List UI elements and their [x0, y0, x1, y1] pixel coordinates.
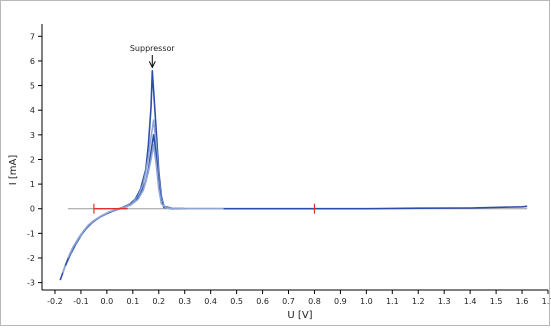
annotation-arrow-head: [148, 61, 156, 69]
y-tick-label: 6: [30, 57, 35, 66]
x-tick-label: -0.1: [73, 297, 89, 306]
x-tick-label: 0.7: [282, 297, 295, 306]
y-axis-label: I [mA]: [8, 155, 19, 186]
y-tick-label: 0: [30, 205, 35, 214]
x-tick-label: 0.5: [230, 297, 243, 306]
x-tick-label: -0.2: [47, 297, 63, 306]
x-tick-label: 1.0: [360, 297, 373, 306]
x-tick-label: 1.1: [386, 297, 399, 306]
plot-area: -0.2 -0.1 0.0 0.1 0.2 0.3 0.4 0.5 0.6 0.7 0.8 0.9 1.…: [27, 24, 551, 306]
x-tick-label: 1.4: [464, 297, 477, 306]
x-tick-label: 0.2: [152, 297, 165, 306]
x-tick-label: 0.8: [308, 297, 321, 306]
x-tick-label: 0.3: [178, 297, 191, 306]
x-tick-label: 1.2: [412, 297, 425, 306]
x-tick-label: 0.1: [126, 297, 139, 306]
annotation-label: Suppressor: [130, 44, 176, 53]
x-axis-label: U [V]: [287, 310, 312, 321]
y-tick-label: 2: [30, 155, 35, 164]
y-tick-label: 7: [30, 32, 35, 41]
y-tick-label: 5: [30, 82, 35, 91]
series-line: [67, 143, 185, 259]
x-tick-label: 1.5: [490, 297, 503, 306]
x-tick-label: 0.6: [256, 297, 269, 306]
x-tick-label: 1.3: [438, 297, 451, 306]
x-tick-label: 0.4: [204, 297, 217, 306]
x-tick-label: 0.0: [101, 297, 114, 306]
x-tick-label: 1.6: [516, 297, 529, 306]
y-tick-label: -2: [27, 254, 35, 263]
x-tick-label: 0.9: [334, 297, 347, 306]
y-tick-label: 1: [30, 180, 35, 189]
y-tick-label: 4: [30, 106, 35, 115]
y-tick-label: 3: [30, 131, 35, 140]
y-tick-label: -1: [27, 229, 35, 238]
x-tick-label: 1.7: [542, 297, 551, 306]
y-tick-label: -3: [27, 279, 35, 288]
